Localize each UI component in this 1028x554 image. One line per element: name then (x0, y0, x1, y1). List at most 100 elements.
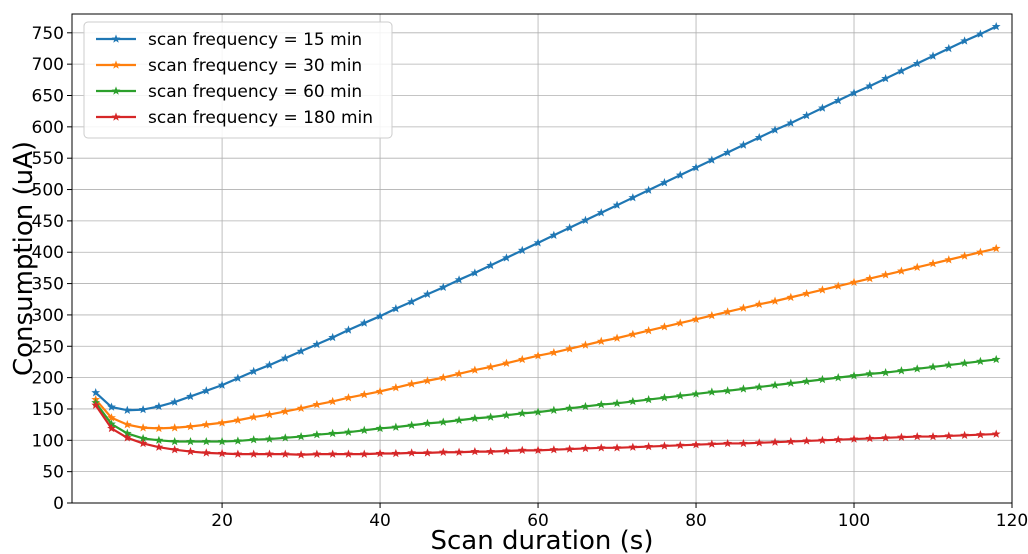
data-point (423, 289, 432, 298)
data-point (675, 318, 685, 327)
legend-label: scan frequency = 15 min (148, 30, 362, 50)
data-point (849, 88, 859, 97)
data-point (675, 440, 685, 450)
legend-marker (111, 34, 121, 43)
data-point (786, 436, 796, 446)
data-point (739, 303, 748, 312)
data-point (644, 185, 654, 194)
data-point (628, 193, 638, 202)
data-point (581, 401, 590, 411)
data-point (344, 393, 353, 402)
data-point (865, 433, 875, 443)
data-point (517, 354, 527, 364)
plot-frame (71, 13, 1013, 504)
data-point (976, 356, 985, 366)
data-point (423, 376, 432, 385)
data-point (612, 443, 622, 452)
data-point (154, 435, 164, 445)
data-point (359, 389, 369, 399)
y-axis-label: Consumption (uA) (9, 141, 39, 376)
data-point (502, 446, 511, 455)
data-point (533, 238, 543, 247)
data-point (170, 445, 180, 454)
data-point (249, 412, 259, 421)
data-point (533, 407, 543, 416)
data-point (391, 422, 401, 431)
data-point (818, 374, 827, 384)
data-point (549, 230, 559, 240)
data-point (565, 403, 575, 413)
data-point (707, 310, 717, 320)
data-point (596, 399, 606, 409)
data-point (754, 382, 764, 391)
x-tick-label: 80 (685, 511, 707, 531)
data-point (107, 423, 116, 433)
data-point (201, 436, 211, 446)
y-tick-label: 700 (32, 55, 64, 75)
data-point (818, 103, 827, 112)
data-point (91, 400, 101, 409)
data-point (912, 262, 922, 271)
data-point (707, 387, 717, 396)
data-point (344, 427, 353, 436)
data-point (407, 448, 417, 457)
y-tick-label: 250 (32, 337, 64, 357)
data-point (596, 208, 606, 217)
data-point (186, 391, 195, 401)
series-1 (91, 21, 1001, 414)
data-point (691, 163, 701, 172)
data-point (739, 438, 748, 448)
data-point (170, 397, 180, 406)
series-2 (91, 243, 1001, 433)
data-point (138, 423, 148, 432)
data-point (201, 448, 211, 457)
y-tick-label: 0 (53, 494, 64, 514)
data-point (881, 73, 890, 83)
data-point (928, 431, 938, 441)
data-point (517, 245, 527, 255)
legend-label: scan frequency = 60 min (148, 82, 362, 102)
data-point (944, 431, 954, 440)
data-point (391, 383, 401, 392)
legend-item: scan frequency = 15 min (96, 30, 362, 50)
series-line (94, 247, 997, 430)
data-point (786, 118, 796, 127)
data-point (691, 314, 701, 324)
data-point (107, 413, 116, 422)
data-point (280, 353, 290, 362)
data-point (881, 368, 890, 377)
data-point (976, 247, 985, 256)
data-point (549, 445, 559, 454)
x-tick-label: 120 (996, 511, 1028, 531)
data-point (375, 311, 385, 320)
data-point (833, 281, 843, 290)
data-point (454, 447, 464, 456)
data-point (186, 421, 195, 431)
data-point (328, 449, 338, 458)
data-point (865, 369, 875, 378)
data-point (912, 364, 922, 373)
y-tick-label: 750 (32, 24, 64, 44)
data-point (565, 344, 575, 353)
data-point (454, 275, 464, 284)
data-point (312, 339, 322, 349)
data-point (849, 371, 859, 380)
data-point (691, 389, 701, 398)
y-tick-label: 450 (32, 212, 64, 232)
data-point (628, 396, 638, 406)
data-point (107, 402, 116, 411)
data-point (407, 379, 417, 388)
data-point (154, 401, 164, 411)
data-point (928, 362, 938, 371)
data-point (201, 420, 211, 429)
data-point (312, 399, 322, 409)
data-point (217, 448, 227, 458)
data-point (991, 429, 1001, 438)
data-point (754, 438, 764, 447)
data-point (154, 423, 164, 433)
data-point (154, 442, 164, 451)
y-tick-label: 200 (32, 369, 64, 389)
legend: scan frequency = 15 min scan frequency = … (83, 21, 393, 139)
data-point (502, 410, 511, 419)
data-point (628, 329, 638, 339)
